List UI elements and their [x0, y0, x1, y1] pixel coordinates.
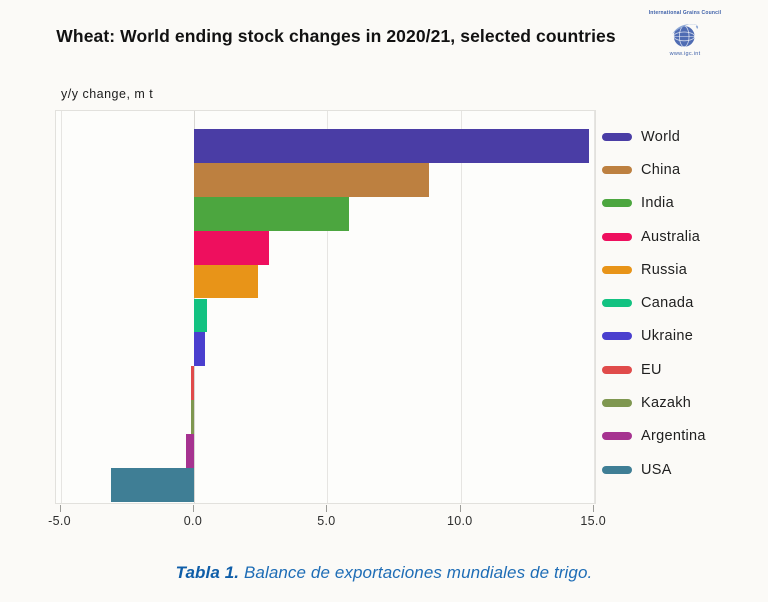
- legend-swatch: [602, 365, 632, 374]
- legend-label: USA: [641, 461, 672, 478]
- legend-swatch: [602, 232, 632, 241]
- legend-swatch: [602, 399, 632, 408]
- legend-swatch: [602, 265, 632, 274]
- legend-label: EU: [641, 361, 662, 378]
- bar-eu: [191, 366, 194, 401]
- x-axis-label: 0.0: [183, 514, 203, 528]
- legend-swatch: [602, 165, 632, 174]
- globe-icon: [669, 18, 701, 50]
- legend-item-kazakh: Kazakh: [602, 386, 766, 419]
- gridline: [327, 111, 329, 503]
- legend-label: Ukraine: [641, 328, 694, 345]
- logo-org-text: International Grains Council: [648, 10, 722, 16]
- legend-swatch: [602, 199, 632, 208]
- legend-swatch: [602, 299, 632, 308]
- legend-swatch: [602, 132, 632, 141]
- gridline: [460, 111, 462, 503]
- x-axis-label: 15.0: [580, 514, 606, 528]
- legend: World China India Australia Russia Canada Ukra…: [602, 120, 766, 486]
- legend-item-usa: USA: [602, 453, 766, 486]
- caption-label: Tabla 1.: [175, 563, 240, 582]
- legend-label: Australia: [641, 228, 701, 245]
- legend-item-india: India: [602, 187, 766, 220]
- legend-item-argentina: Argentina: [602, 420, 766, 453]
- legend-label: China: [641, 161, 681, 178]
- bar-argentina: [185, 434, 194, 468]
- bar-kazakh: [191, 400, 194, 435]
- bar-canada: [193, 298, 208, 333]
- plot-area: [55, 110, 596, 504]
- legend-swatch: [602, 465, 632, 474]
- bar-australia: [193, 230, 269, 265]
- x-axis-tick: [192, 505, 194, 512]
- x-axis-tick: [593, 505, 595, 512]
- logo-url-text: www.igc.int: [669, 51, 701, 57]
- legend-label: Argentina: [641, 428, 706, 445]
- bar-ukraine: [193, 332, 205, 367]
- bar-world: [193, 129, 589, 163]
- x-axis-label: -5.0: [48, 514, 71, 528]
- legend-swatch: [602, 332, 632, 341]
- x-axis-tick: [326, 505, 328, 512]
- legend-item-eu: EU: [602, 353, 766, 386]
- bar-russia: [193, 264, 258, 299]
- legend-item-russia: Russia: [602, 253, 766, 286]
- x-axis-tick: [459, 505, 461, 512]
- bar-usa: [111, 468, 194, 502]
- x-axis-label: 5.0: [317, 514, 336, 528]
- chart-title: Wheat: World ending stock changes in 202…: [56, 26, 616, 46]
- caption: Tabla 1. Balance de exportaciones mundia…: [0, 563, 768, 583]
- legend-label: Kazakh: [641, 395, 692, 412]
- bar-india: [193, 196, 349, 231]
- legend-item-world: World: [602, 120, 766, 153]
- legend-item-china: China: [602, 153, 766, 186]
- caption-text: Balance de exportaciones mundiales de tr…: [243, 563, 593, 582]
- legend-item-australia: Australia: [602, 220, 766, 253]
- x-axis-tick: [59, 505, 61, 512]
- legend-label: Canada: [641, 295, 694, 312]
- x-axis-label: 10.0: [447, 514, 473, 528]
- units-label: y/y change, m t: [61, 87, 154, 101]
- bar-china: [193, 162, 429, 197]
- igc-logo: International Grains Council www.igc.int: [646, 10, 724, 57]
- gridline: [60, 111, 62, 503]
- legend-label: India: [641, 195, 674, 212]
- legend-label: Russia: [641, 261, 688, 278]
- legend-swatch: [602, 432, 632, 441]
- legend-item-canada: Canada: [602, 286, 766, 319]
- legend-label: World: [641, 128, 681, 145]
- gridline: [594, 111, 596, 503]
- legend-item-ukraine: Ukraine: [602, 320, 766, 353]
